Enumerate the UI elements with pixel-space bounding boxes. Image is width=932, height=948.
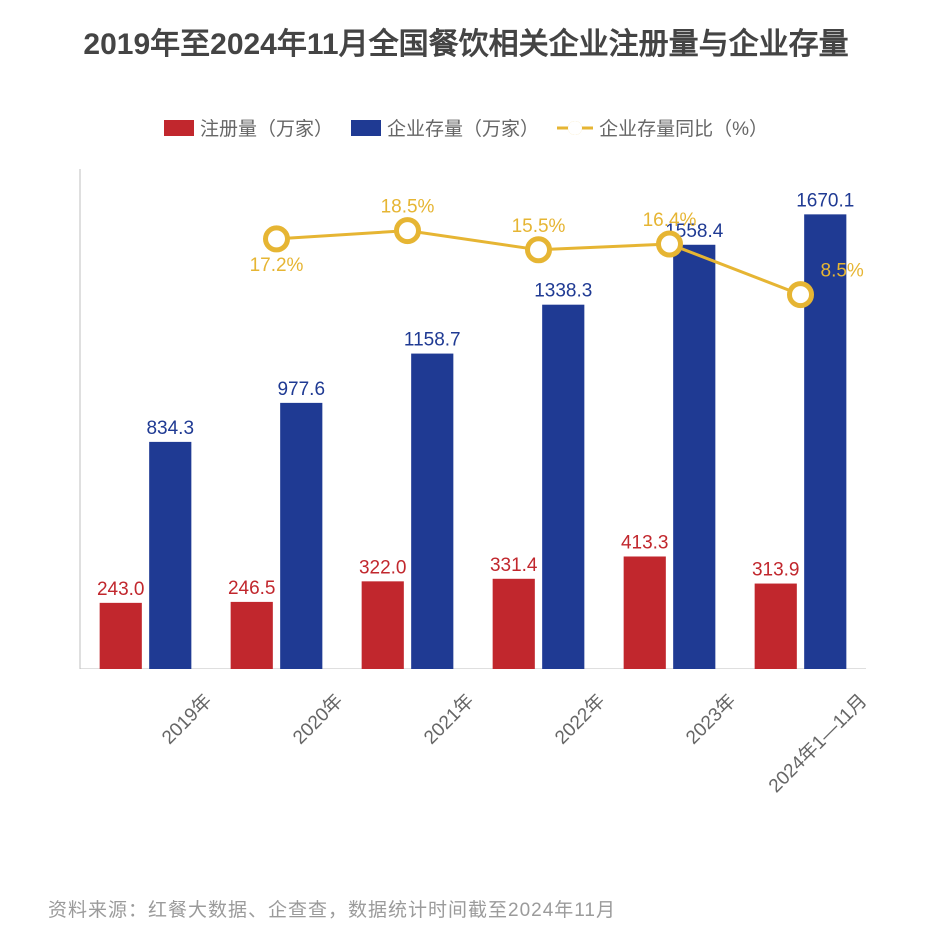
bar-label: 243.0 xyxy=(97,579,145,600)
line-marker xyxy=(397,220,419,242)
bar-registrations xyxy=(624,556,666,669)
line-label: 17.2% xyxy=(250,255,304,276)
legend-label: 企业存量同比（%） xyxy=(599,114,768,141)
legend-label: 注册量（万家） xyxy=(200,114,333,141)
bar-label: 834.3 xyxy=(146,418,194,439)
chart-title: 2019年至2024年11月全国餐饮相关企业注册量与企业存量 xyxy=(0,0,932,76)
x-label: 2023年 xyxy=(678,687,740,749)
bar-stock xyxy=(280,403,322,669)
bar-stock xyxy=(804,214,846,669)
bar-registrations xyxy=(755,584,797,669)
bar-label: 1158.7 xyxy=(404,330,461,351)
bar-registrations xyxy=(100,603,142,669)
legend-swatch xyxy=(557,119,593,137)
x-axis-labels: 2019年 2020年 2021年 2022年 2023年 2024年1—11月 xyxy=(46,669,886,829)
bar-stock xyxy=(673,245,715,669)
x-label: 2019年 xyxy=(154,687,216,749)
bar-label: 1670.1 xyxy=(796,190,854,211)
line-marker xyxy=(266,228,288,250)
bar-label: 977.6 xyxy=(277,379,325,400)
bar-label: 246.5 xyxy=(228,578,276,599)
line-label: 18.5% xyxy=(381,197,435,218)
bar-stock xyxy=(542,305,584,669)
legend-label: 企业存量（万家） xyxy=(387,114,539,141)
x-label: 2022年 xyxy=(547,687,609,749)
bar-label: 413.3 xyxy=(621,532,669,553)
bar-label: 1338.3 xyxy=(534,281,592,302)
bar-registrations xyxy=(231,602,273,669)
legend-item-registrations: 注册量（万家） xyxy=(164,114,333,141)
bar-stock xyxy=(149,442,191,669)
x-label: 2024年1—11月 xyxy=(761,687,872,798)
bar-label: 331.4 xyxy=(490,555,538,576)
x-label: 2020年 xyxy=(285,687,347,749)
chart-svg: 243.0 834.3 246.5 977.6 322.0 1158.7 331.4 1338… xyxy=(46,149,886,669)
line-marker xyxy=(790,284,812,306)
bar-label: 322.0 xyxy=(359,557,407,578)
line-label: 8.5% xyxy=(821,261,864,282)
legend-swatch xyxy=(351,120,381,136)
x-label: 2021年 xyxy=(416,687,478,749)
bar-stock xyxy=(411,354,453,669)
legend: 注册量（万家） 企业存量（万家） 企业存量同比（%） xyxy=(0,114,932,141)
source-caption: 资料来源：红餐大数据、企查查，数据统计时间截至2024年11月 xyxy=(48,895,616,922)
bar-label: 313.9 xyxy=(752,560,800,581)
line-label: 15.5% xyxy=(512,216,566,237)
legend-swatch xyxy=(164,120,194,136)
bar-registrations xyxy=(362,581,404,669)
line-marker xyxy=(659,233,681,255)
line-marker xyxy=(528,239,550,261)
plot-area: 243.0 834.3 246.5 977.6 322.0 1158.7 331.4 1338… xyxy=(46,149,886,669)
line-label: 16.4% xyxy=(643,210,697,231)
bar-registrations xyxy=(493,579,535,669)
legend-item-stock_yoy: 企业存量同比（%） xyxy=(557,114,768,141)
legend-item-stock: 企业存量（万家） xyxy=(351,114,539,141)
